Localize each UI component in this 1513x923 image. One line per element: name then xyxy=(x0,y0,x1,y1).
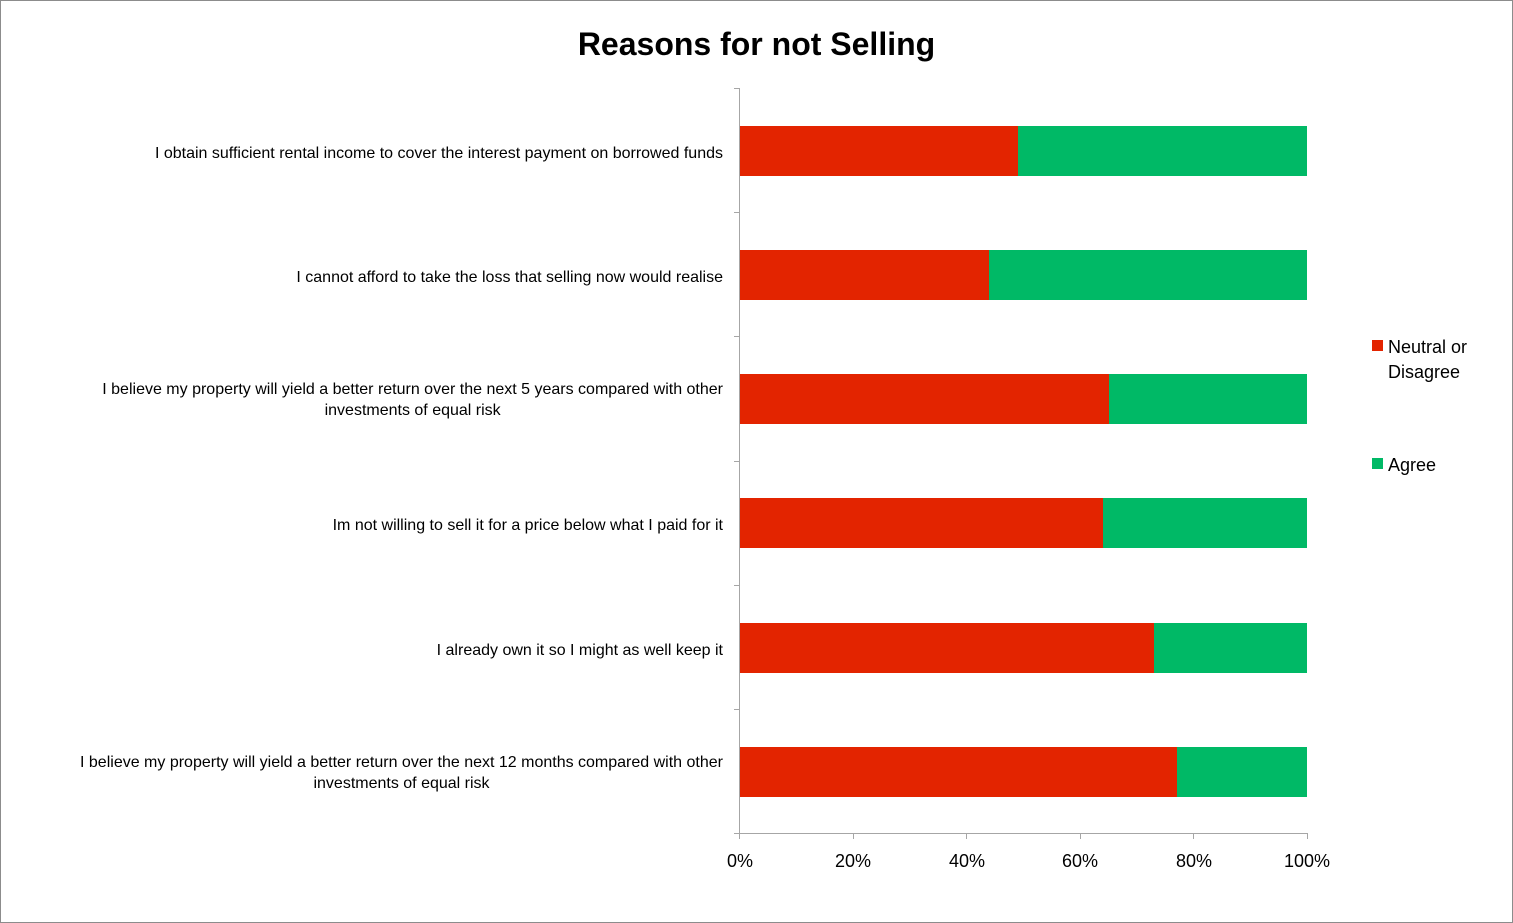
bar-segment-agree xyxy=(1153,623,1307,673)
bar-row xyxy=(740,374,1307,424)
x-tick-label: 60% xyxy=(1061,851,1099,871)
x-tick-label: 80% xyxy=(1175,851,1213,871)
y-tick xyxy=(734,709,740,710)
bar-row xyxy=(740,498,1307,548)
x-tick-label: 100% xyxy=(1283,851,1331,871)
bar-segment-agree xyxy=(1102,498,1307,548)
category-label: I cannot afford to take the loss that se… xyxy=(3,265,723,289)
x-tick xyxy=(1307,833,1308,839)
category-label-line: investments of equal risk xyxy=(313,775,490,792)
bar-segment-agree xyxy=(1176,747,1307,797)
bar-segment-neutral-or-disagree xyxy=(740,374,1109,424)
legend-label: Agree xyxy=(1388,455,1437,475)
category-label-line: I believe my property will yield a bette… xyxy=(80,754,723,771)
category-label-text: Im not willing to sell it for a price be… xyxy=(332,516,723,534)
bar-segment-neutral-or-disagree xyxy=(740,126,1018,176)
x-tick xyxy=(853,833,854,839)
bar-segment-agree xyxy=(989,250,1307,300)
bar-segment-neutral-or-disagree xyxy=(740,747,1177,797)
bar-segment-agree xyxy=(1108,374,1307,424)
y-tick xyxy=(734,212,740,213)
category-label: Im not willing to sell it for a price be… xyxy=(3,513,723,537)
x-tick xyxy=(739,833,740,839)
category-label: I already own it so I might as well keep… xyxy=(3,638,723,662)
y-tick xyxy=(734,585,740,586)
legend-label: Disagree xyxy=(1388,362,1461,382)
category-label-line: I believe my property will yield a bette… xyxy=(102,381,723,398)
y-tick xyxy=(734,88,740,89)
chart-legend: Neutral or Disagree Agree xyxy=(1372,335,1502,478)
y-tick xyxy=(734,461,740,462)
category-label-text: I obtain sufficient rental income to cov… xyxy=(154,144,723,162)
legend-item-neutral-or-disagree: Neutral or Disagree xyxy=(1372,335,1502,385)
legend-item-agree: Agree xyxy=(1372,453,1502,478)
x-tick-label: 0% xyxy=(726,851,753,871)
bar-segment-neutral-or-disagree xyxy=(740,250,990,300)
y-tick xyxy=(734,833,740,834)
x-axis-line xyxy=(739,833,1308,834)
x-tick xyxy=(1193,833,1194,839)
category-label-line: investments of equal risk xyxy=(324,402,501,419)
bar-row xyxy=(740,250,1307,300)
bar-row xyxy=(740,623,1307,673)
y-tick xyxy=(734,336,740,337)
chart-title: Reasons for not Selling xyxy=(577,26,936,62)
category-label-text: I cannot afford to take the loss that se… xyxy=(296,268,723,286)
bar-segment-agree xyxy=(1017,126,1307,176)
x-tick-label: 40% xyxy=(948,851,986,871)
bar-row xyxy=(740,126,1307,176)
category-label: I believe my property will yield a bette… xyxy=(3,378,723,422)
category-label: I believe my property will yield a bette… xyxy=(3,751,723,795)
legend-swatch-icon xyxy=(1372,340,1383,351)
category-label: I obtain sufficient rental income to cov… xyxy=(3,141,723,165)
category-label-text: I already own it so I might as well keep… xyxy=(436,641,723,659)
x-tick-label: 20% xyxy=(834,851,872,871)
legend-label: Neutral or xyxy=(1388,337,1468,357)
x-tick xyxy=(966,833,967,839)
bar-segment-neutral-or-disagree xyxy=(740,623,1154,673)
bar-row xyxy=(740,747,1307,797)
legend-swatch-icon xyxy=(1372,458,1383,469)
x-tick xyxy=(1080,833,1081,839)
bar-segment-neutral-or-disagree xyxy=(740,498,1103,548)
